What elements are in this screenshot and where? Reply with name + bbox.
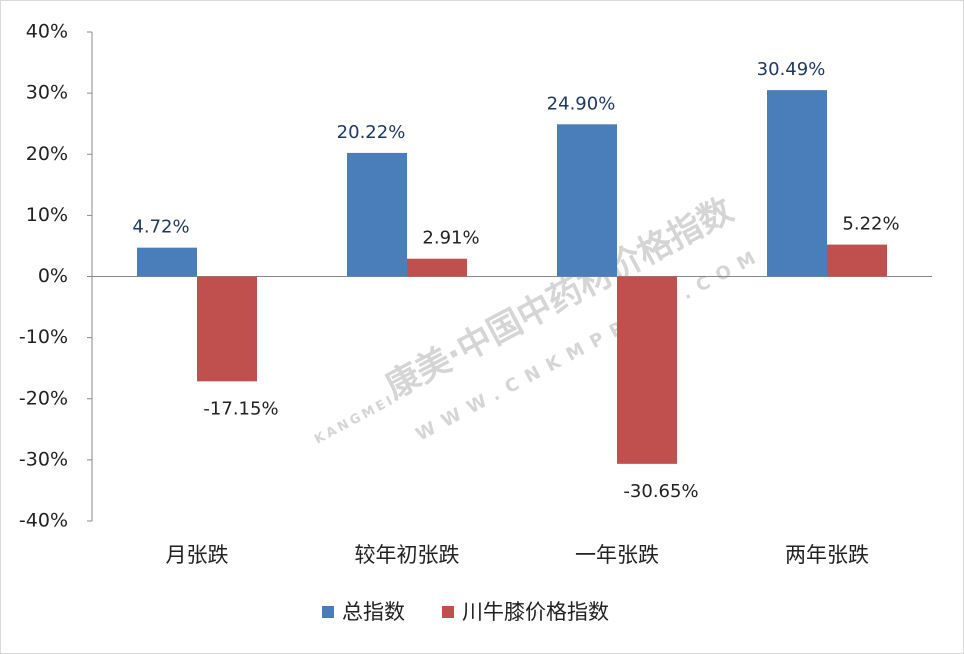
legend-label: 总指数 (342, 600, 405, 624)
y-tick-label: -20% (19, 387, 68, 409)
x-tick-label: 一年张跌 (575, 543, 659, 567)
y-tick-label: -40% (19, 510, 68, 532)
y-tick-label: 10% (26, 204, 68, 226)
bar (347, 152, 407, 277)
value-label: 5.22% (842, 214, 899, 235)
legend-label: 川牛膝价格指数 (462, 600, 609, 624)
bar (617, 276, 677, 464)
y-tick-label: 30% (26, 82, 68, 104)
value-label: 20.22% (337, 122, 406, 143)
y-tick-label: -30% (19, 448, 68, 470)
value-label: 24.90% (547, 93, 616, 114)
legend-swatch (322, 606, 334, 618)
legend-swatch (442, 606, 454, 618)
y-tick-label: 40% (26, 21, 68, 43)
x-tick-label: 月张跌 (166, 543, 229, 567)
value-label: -17.15% (203, 398, 278, 419)
bar (767, 90, 827, 277)
y-tick-label: 0% (38, 265, 68, 287)
value-label: 4.72% (132, 217, 189, 238)
x-tick-label: 两年张跌 (785, 543, 869, 567)
bar (827, 244, 887, 277)
bar (197, 276, 257, 382)
value-label: 2.91% (422, 228, 479, 249)
y-tick-label: -10% (19, 326, 68, 348)
y-tick-label: 20% (26, 143, 68, 165)
x-tick-label: 较年初张跌 (355, 543, 460, 567)
bar (407, 258, 467, 277)
bar (137, 247, 197, 277)
value-label: -30.65% (623, 481, 698, 502)
value-label: 30.49% (757, 59, 826, 80)
bar (557, 124, 617, 277)
